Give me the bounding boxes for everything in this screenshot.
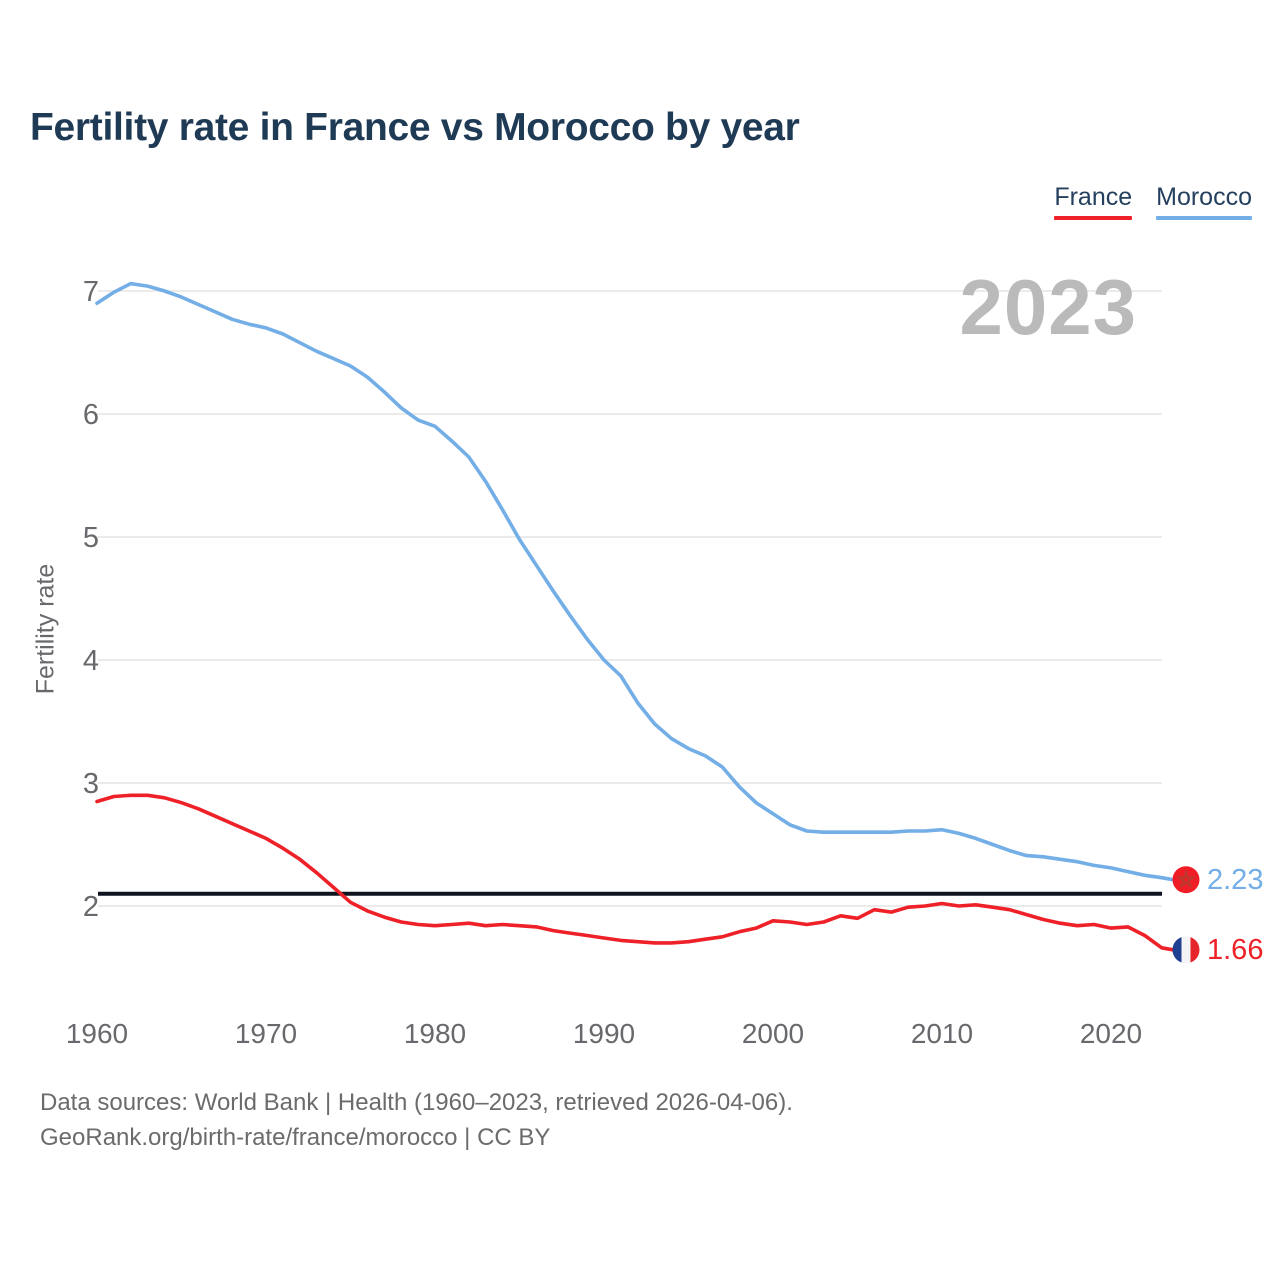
x-axis-tick-labels: 1960 1970 1980 1990 2000 2010 2020 — [66, 1018, 1142, 1049]
legend-underline-morocco — [1156, 216, 1252, 220]
france-flag-stripe — [1190, 936, 1200, 964]
x-tick-label: 1990 — [573, 1018, 635, 1049]
legend-item-morocco[interactable]: Morocco — [1156, 183, 1252, 220]
france-flag-stripe — [1181, 936, 1191, 964]
x-tick-label: 2020 — [1080, 1018, 1142, 1049]
y-tick-label: 4 — [83, 645, 99, 677]
france-flag-stripe — [1172, 936, 1182, 964]
x-tick-label: 1970 — [235, 1018, 297, 1049]
y-tick-label: 3 — [83, 768, 99, 800]
morocco-flag-marker[interactable] — [1172, 866, 1200, 894]
morocco-end-value-label: 2.23 — [1207, 863, 1264, 896]
y-tick-label: 7 — [83, 276, 99, 308]
y-tick-label: 2 — [83, 891, 99, 923]
france-flag-marker[interactable] — [1172, 936, 1201, 964]
watermark-year: 2023 — [959, 263, 1137, 351]
france-line[interactable] — [95, 793, 1175, 952]
footer: Data sources: World Bank | Health (1960–… — [40, 1085, 793, 1155]
legend-label-morocco: Morocco — [1156, 183, 1252, 211]
series-end-markers — [1172, 866, 1201, 964]
x-tick-label: 1960 — [66, 1018, 128, 1049]
footer-line-1: Data sources: World Bank | Health (1960–… — [40, 1089, 793, 1116]
legend-label-france: France — [1054, 183, 1133, 211]
france-end-value-label: 1.66 — [1207, 933, 1264, 966]
morocco-star-icon — [1175, 868, 1197, 889]
morocco-flag-icon — [1172, 866, 1200, 894]
footer-line-2: GeoRank.org/birth-rate/france/morocco | … — [40, 1124, 551, 1151]
legend-underline-france — [1054, 216, 1133, 220]
y-axis-title: Fertility rate — [31, 563, 60, 695]
x-tick-label: 2010 — [911, 1018, 973, 1049]
y-axis-tick-labels: 2 3 4 5 6 7 — [83, 276, 99, 923]
y-tick-label: 5 — [83, 522, 99, 554]
chart-title: Fertility rate in France vs Morocco by y… — [30, 106, 800, 149]
series-lines — [95, 281, 1175, 952]
y-tick-label: 6 — [83, 399, 99, 431]
gridlines — [98, 290, 1162, 907]
legend: France Morocco — [1054, 183, 1252, 220]
morocco-line[interactable] — [95, 281, 1175, 882]
x-tick-label: 1980 — [404, 1018, 466, 1049]
x-tick-label: 2000 — [742, 1018, 804, 1049]
legend-item-france[interactable]: France — [1054, 183, 1133, 220]
